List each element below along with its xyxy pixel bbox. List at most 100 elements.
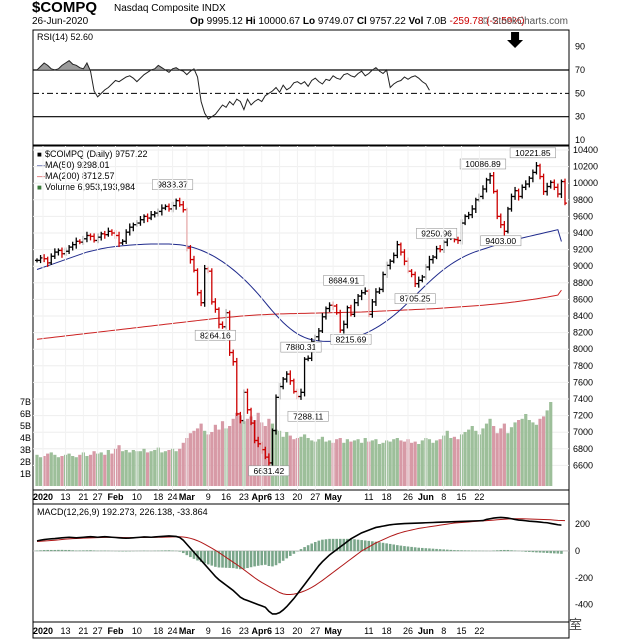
date-tick-label-bottom: 24 [168, 626, 178, 636]
volume-bar [142, 448, 146, 486]
macd-histogram-bar [124, 550, 128, 552]
macd-histogram-bar [242, 550, 246, 569]
price-legend-swatch: — [37, 172, 45, 181]
macd-histogram-bar [392, 544, 396, 552]
macd-histogram-bar [467, 550, 470, 552]
date-tick-label: 16 [221, 492, 231, 502]
date-tick-label: 23 [239, 492, 249, 502]
low-value: 9749.07 [317, 16, 355, 27]
stockcharts-logo: © StockCharts.com [481, 16, 568, 27]
macd-histogram-bar [349, 538, 353, 552]
date-tick-label: 11 [364, 492, 373, 502]
volume-bar [502, 423, 506, 486]
price-annotation: 8264.16 [200, 330, 231, 340]
volume-bar [92, 451, 96, 486]
volume-bar [42, 456, 46, 486]
volume-bar [71, 456, 75, 486]
macd-histogram-bar [371, 541, 374, 552]
price-tick-label: 9200 [573, 245, 593, 255]
volume-bar [431, 442, 435, 486]
volume-bar [509, 427, 514, 486]
volume-bar [413, 441, 417, 486]
macd-histogram-bar [278, 550, 281, 564]
volume-bar [520, 418, 524, 486]
volume-bar [395, 438, 399, 486]
volume-bar [274, 429, 278, 486]
volume-bar [299, 436, 303, 486]
macd-histogram-bar [453, 550, 456, 552]
price-tick-label: 6600 [573, 460, 593, 470]
volume-bar [534, 424, 539, 486]
macd-histogram-bar [367, 540, 371, 552]
volume-bar [192, 430, 196, 486]
macd-histogram-bar [353, 539, 356, 552]
volume-bar [499, 428, 503, 486]
volume-bar [253, 420, 257, 486]
volume-bar [409, 442, 414, 486]
volume-bar [46, 453, 50, 486]
macd-histogram-bar [171, 550, 174, 552]
date-tick-label-bottom: 26 [403, 626, 413, 636]
volume-bar [388, 441, 392, 486]
date-tick-label-bottom: Feb [107, 626, 124, 636]
volume-bar [545, 410, 549, 486]
macd-histogram-bar [239, 550, 242, 570]
macd-histogram-bar [199, 550, 203, 562]
volume-bar [167, 450, 171, 486]
volume-bar [527, 420, 531, 486]
down-arrow-icon [507, 32, 524, 48]
price-legend-item: Volume 6,953,193,984 [45, 182, 135, 192]
volume-bar [178, 448, 182, 486]
rsi-tick-label: 70 [575, 65, 585, 75]
date-tick-label-bottom: 11 [364, 626, 373, 636]
volume-bar [138, 451, 143, 486]
macd-histogram-bar [285, 550, 289, 559]
volume-tick-label: 5B [20, 421, 31, 431]
volume-bar [310, 440, 314, 486]
macd-histogram-bar [121, 550, 124, 552]
volume-bar [121, 451, 125, 486]
macd-histogram-bar [281, 550, 285, 561]
macd-histogram-bar [164, 550, 167, 552]
price-annotation: 7288.11 [293, 411, 323, 421]
rsi-overbought-fill [37, 60, 430, 70]
volume-bar [531, 422, 535, 486]
macd-histogram-bar [385, 543, 388, 552]
macd-histogram-bar [470, 550, 474, 552]
date-tick-label: 27 [310, 492, 320, 502]
macd-histogram-bar [249, 550, 253, 568]
macd-histogram-bar [156, 550, 160, 552]
date-tick-label-bottom: 9 [206, 626, 211, 636]
volume-bar [374, 439, 378, 486]
volume-label: Vol [408, 16, 424, 27]
macd-histogram-bar [406, 546, 410, 552]
volume-bar [56, 457, 61, 486]
macd-histogram-bar [335, 538, 338, 552]
macd-histogram-bar [420, 547, 424, 552]
macd-histogram-bar [210, 550, 214, 566]
price-tick-label: 7800 [573, 361, 593, 371]
volume-bar [320, 436, 325, 486]
volume-bar [495, 433, 499, 486]
price-annotation: 6631.42 [254, 466, 285, 476]
macd-histogram-bar [217, 550, 221, 568]
volume-bar [538, 418, 542, 486]
macd-histogram-bar [221, 550, 224, 568]
price-annotation-box [416, 228, 458, 239]
open-value: 9995.12 [206, 16, 243, 27]
volume-tick-label: 4B [20, 433, 31, 443]
high-label: Hi [245, 16, 256, 27]
macd-histogram-bar [35, 550, 39, 552]
volume-bar [60, 456, 64, 486]
date-tick-label-bottom: 8 [441, 626, 446, 636]
macd-histogram-bar [231, 550, 235, 569]
macd-histogram-bar [181, 550, 185, 554]
date-axis-strip [32, 489, 570, 505]
price-legend-swatch: — [37, 161, 45, 170]
macd-histogram-bar [260, 550, 264, 566]
price-annotation: 9250.96 [421, 228, 452, 238]
price-tick-label: 10400 [573, 145, 598, 155]
volume-bar [399, 440, 403, 486]
quote-summary: Op 9995.12 Hi 10000.67 Lo 9749.07 Cl 975… [190, 16, 525, 27]
macd-histogram-bar [57, 549, 60, 552]
